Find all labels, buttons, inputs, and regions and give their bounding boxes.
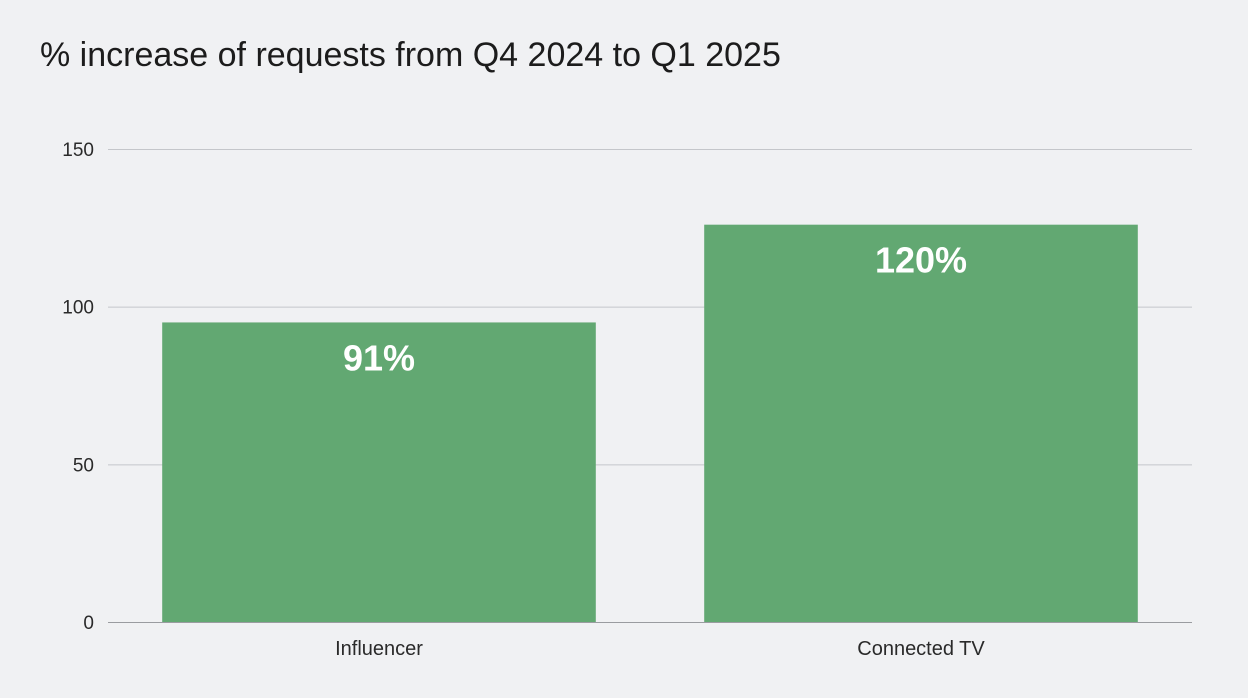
data-label: 91% <box>343 337 415 378</box>
data-label: 120% <box>875 240 967 281</box>
x-category-label: Connected TV <box>857 638 985 660</box>
y-tick-label: 0 <box>83 613 94 634</box>
bar-connected-tv <box>704 224 1138 622</box>
y-tick-label: 50 <box>73 455 94 476</box>
chart-title: % increase of requests from Q4 2024 to Q… <box>40 36 781 74</box>
bar-influencer <box>162 322 596 622</box>
x-category-label: Influencer <box>335 638 423 660</box>
y-tick-label: 150 <box>62 140 94 161</box>
y-tick-label: 100 <box>62 298 94 319</box>
